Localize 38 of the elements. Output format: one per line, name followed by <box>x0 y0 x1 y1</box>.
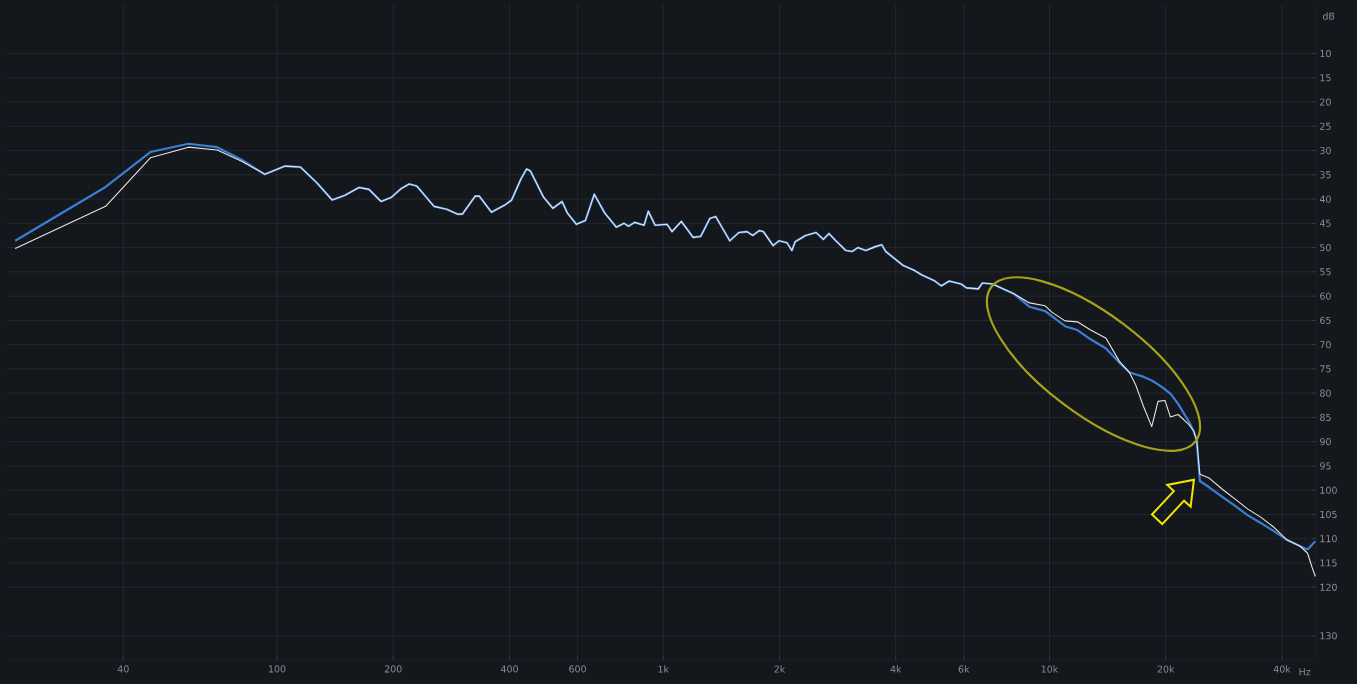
x-tick-label: 40 <box>117 665 129 673</box>
y-tick-label: 95 <box>1320 462 1331 470</box>
y-tick-label: 50 <box>1320 244 1331 252</box>
x-tick-label: 10k <box>1041 665 1059 673</box>
y-tick-label: 85 <box>1320 413 1331 421</box>
x-tick-label: 40k <box>1273 665 1291 673</box>
y-tick-label: 70 <box>1320 341 1331 349</box>
y-tick-label: 25 <box>1320 122 1331 130</box>
y-tick-label: 80 <box>1320 389 1331 397</box>
x-axis-title: Hz <box>1299 668 1311 676</box>
y-tick-label: 60 <box>1320 292 1331 300</box>
y-tick-label: 20 <box>1320 98 1331 106</box>
y-tick-label: 55 <box>1320 268 1331 276</box>
x-tick-label: 200 <box>384 665 402 673</box>
y-tick-label: 130 <box>1320 632 1337 640</box>
x-tick-label: 20k <box>1157 665 1175 673</box>
y-tick-label: 90 <box>1320 438 1331 446</box>
x-tick-label: 2k <box>774 665 786 673</box>
x-tick-label: 4k <box>890 665 902 673</box>
y-tick-label: 35 <box>1320 171 1331 179</box>
x-tick-label: 100 <box>269 665 286 673</box>
y-tick-label: 15 <box>1320 74 1331 82</box>
y-axis-title: dB <box>1322 12 1335 20</box>
y-tick-label: 115 <box>1320 559 1337 567</box>
y-tick-label: 110 <box>1320 535 1337 543</box>
y-tick-label: 65 <box>1320 316 1331 324</box>
x-tick-label: 400 <box>500 665 518 673</box>
y-tick-label: 75 <box>1320 365 1331 373</box>
y-tick-label: 30 <box>1320 146 1331 155</box>
y-tick-label: 120 <box>1320 583 1337 591</box>
x-tick-label: 600 <box>569 665 586 673</box>
y-tick-label: 40 <box>1319 195 1331 203</box>
y-tick-label: 45 <box>1319 219 1331 227</box>
x-tick-label: 1k <box>658 665 669 673</box>
y-tick-label: 10 <box>1320 49 1331 58</box>
y-tick-label: 105 <box>1320 510 1337 519</box>
y-tick-label: 100 <box>1320 486 1337 494</box>
x-tick-label: 6k <box>958 665 970 673</box>
